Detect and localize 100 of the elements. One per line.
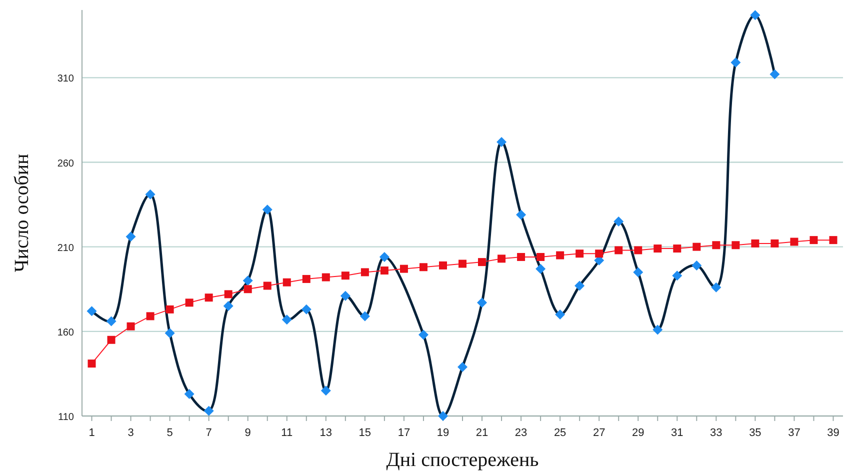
y-tick-label: 160 bbox=[57, 327, 74, 338]
x-axis-title: Дні спостережень bbox=[386, 449, 539, 471]
point bbox=[633, 267, 644, 278]
point bbox=[106, 316, 116, 326]
point bbox=[730, 57, 741, 68]
point bbox=[458, 362, 468, 372]
point bbox=[555, 310, 566, 320]
point bbox=[320, 386, 331, 396]
point bbox=[184, 389, 194, 400]
x-tick-label: 31 bbox=[671, 427, 684, 439]
point bbox=[516, 210, 526, 220]
point bbox=[477, 298, 488, 308]
point bbox=[166, 305, 174, 314]
x-tick-label: 35 bbox=[749, 427, 762, 439]
point bbox=[634, 246, 642, 254]
point bbox=[672, 270, 682, 281]
point bbox=[498, 254, 506, 263]
x-tick-label: 25 bbox=[554, 427, 566, 439]
point bbox=[496, 136, 507, 147]
point bbox=[302, 274, 310, 283]
point bbox=[595, 250, 604, 258]
point bbox=[419, 263, 428, 272]
y-axis-title: Число особин bbox=[11, 153, 33, 272]
point bbox=[400, 264, 408, 273]
y-tick-label: 110 bbox=[58, 412, 74, 423]
point bbox=[770, 239, 779, 248]
y-tick-label: 310 bbox=[57, 74, 74, 85]
point bbox=[438, 411, 448, 421]
point bbox=[692, 260, 702, 270]
x-tick-label: 37 bbox=[788, 427, 800, 439]
point bbox=[517, 252, 526, 261]
point bbox=[146, 312, 154, 320]
point bbox=[576, 250, 584, 258]
point bbox=[380, 266, 388, 275]
y-tick-label: 260 bbox=[57, 158, 74, 170]
x-tick-label: 3 bbox=[128, 427, 134, 439]
x-tick-label: 21 bbox=[476, 427, 488, 439]
point bbox=[341, 272, 350, 280]
point bbox=[164, 328, 175, 338]
point bbox=[810, 236, 818, 244]
x-tick-label: 11 bbox=[281, 427, 293, 439]
point bbox=[204, 406, 214, 416]
x-tick-label: 39 bbox=[827, 427, 840, 439]
point bbox=[750, 10, 760, 20]
point bbox=[829, 236, 838, 244]
point bbox=[673, 244, 682, 253]
point bbox=[88, 360, 96, 368]
point bbox=[360, 311, 370, 322]
y-tick-label: 210 bbox=[57, 242, 74, 254]
point bbox=[654, 244, 662, 253]
point bbox=[223, 301, 234, 312]
point bbox=[86, 306, 97, 316]
point bbox=[301, 304, 312, 314]
point bbox=[224, 290, 232, 298]
point bbox=[711, 282, 722, 292]
point bbox=[263, 282, 272, 290]
point bbox=[458, 260, 466, 268]
point bbox=[145, 189, 156, 200]
x-tick-label: 19 bbox=[436, 427, 450, 439]
point bbox=[790, 238, 798, 246]
point bbox=[340, 290, 350, 301]
point bbox=[536, 264, 546, 274]
point bbox=[770, 69, 780, 80]
point bbox=[107, 336, 116, 344]
point bbox=[242, 276, 253, 286]
point bbox=[692, 242, 701, 251]
x-tick-label: 13 bbox=[320, 427, 332, 439]
point bbox=[574, 280, 585, 291]
point bbox=[614, 246, 623, 254]
x-tick-label: 15 bbox=[358, 427, 372, 439]
x-tick-label: 29 bbox=[632, 427, 644, 439]
x-tick-label: 27 bbox=[592, 427, 606, 439]
point bbox=[438, 261, 447, 270]
point bbox=[478, 258, 486, 266]
point bbox=[204, 294, 213, 302]
point bbox=[360, 268, 369, 276]
point bbox=[652, 324, 663, 335]
point bbox=[262, 204, 272, 215]
point bbox=[185, 298, 194, 307]
point bbox=[322, 273, 330, 282]
point bbox=[282, 314, 292, 325]
x-tick-label: 23 bbox=[514, 427, 528, 439]
point bbox=[712, 241, 720, 250]
point bbox=[379, 252, 390, 262]
point bbox=[614, 216, 624, 226]
point bbox=[556, 251, 564, 260]
x-tick-label: 17 bbox=[398, 427, 410, 439]
x-tick-label: 9 bbox=[244, 427, 251, 439]
x-tick-label: 33 bbox=[710, 427, 722, 439]
point bbox=[732, 241, 740, 250]
x-tick-label: 1 bbox=[88, 427, 95, 439]
point bbox=[282, 278, 291, 286]
x-tick-label: 7 bbox=[206, 427, 212, 439]
point bbox=[536, 252, 545, 261]
point bbox=[244, 285, 252, 294]
point bbox=[751, 239, 760, 248]
point bbox=[126, 322, 135, 330]
x-tick-label: 5 bbox=[166, 427, 173, 439]
point bbox=[418, 330, 428, 340]
point bbox=[126, 232, 136, 242]
